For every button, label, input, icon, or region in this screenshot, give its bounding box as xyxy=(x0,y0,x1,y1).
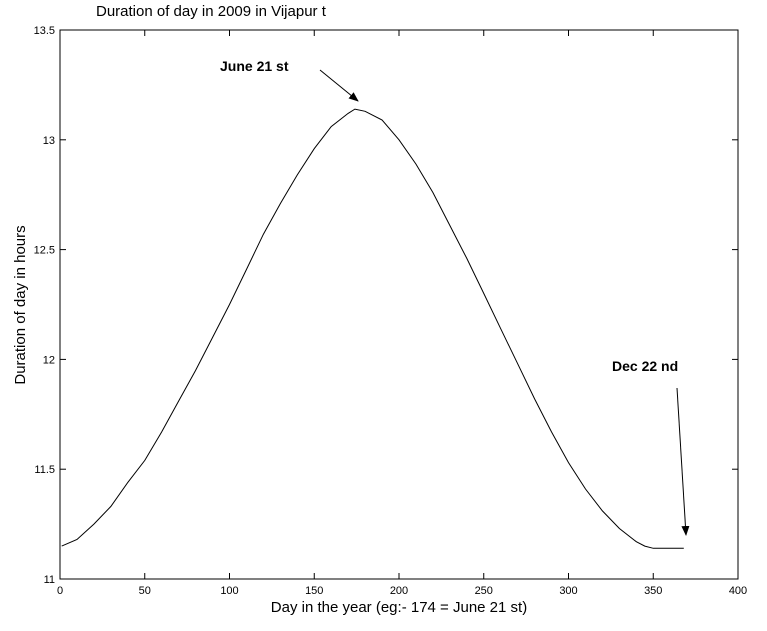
y-tick-label: 11 xyxy=(44,574,55,586)
y-tick-label: 12 xyxy=(43,354,55,366)
x-tick-label: 100 xyxy=(220,585,238,597)
annotation-arrow-dec-22 xyxy=(676,387,690,536)
annotation-arrow-june-21 xyxy=(319,69,359,102)
annotation-dec-22: Dec 22 nd xyxy=(612,358,678,374)
chart-title: Duration of day in 2009 in Vijapur t xyxy=(96,3,327,20)
y-tick-label: 13.5 xyxy=(34,25,55,37)
x-tick-label: 400 xyxy=(729,585,747,597)
series-line xyxy=(61,108,684,549)
plot-area xyxy=(59,29,739,580)
y-axis-label: Duration of day in hours xyxy=(12,225,29,384)
x-axis: 0 50 100 150 200 250 300 350 400 xyxy=(57,30,747,597)
x-axis-label: Day in the year (eg:- 174 = June 21 st) xyxy=(271,599,527,616)
y-tick-label: 13 xyxy=(43,135,55,147)
x-tick-label: 300 xyxy=(559,585,577,597)
x-tick-label: 50 xyxy=(139,585,151,597)
x-tick-label: 0 xyxy=(57,585,63,597)
annotation-june-21: June 21 st xyxy=(220,58,289,74)
y-tick-label: 11.5 xyxy=(34,464,55,476)
y-axis: 11 11.5 12 12.5 13 13.5 xyxy=(34,25,738,586)
x-tick-label: 350 xyxy=(644,585,662,597)
y-tick-label: 12.5 xyxy=(34,245,55,257)
x-tick-label: 200 xyxy=(390,585,408,597)
x-tick-label: 250 xyxy=(475,585,493,597)
x-tick-label: 150 xyxy=(305,585,323,597)
